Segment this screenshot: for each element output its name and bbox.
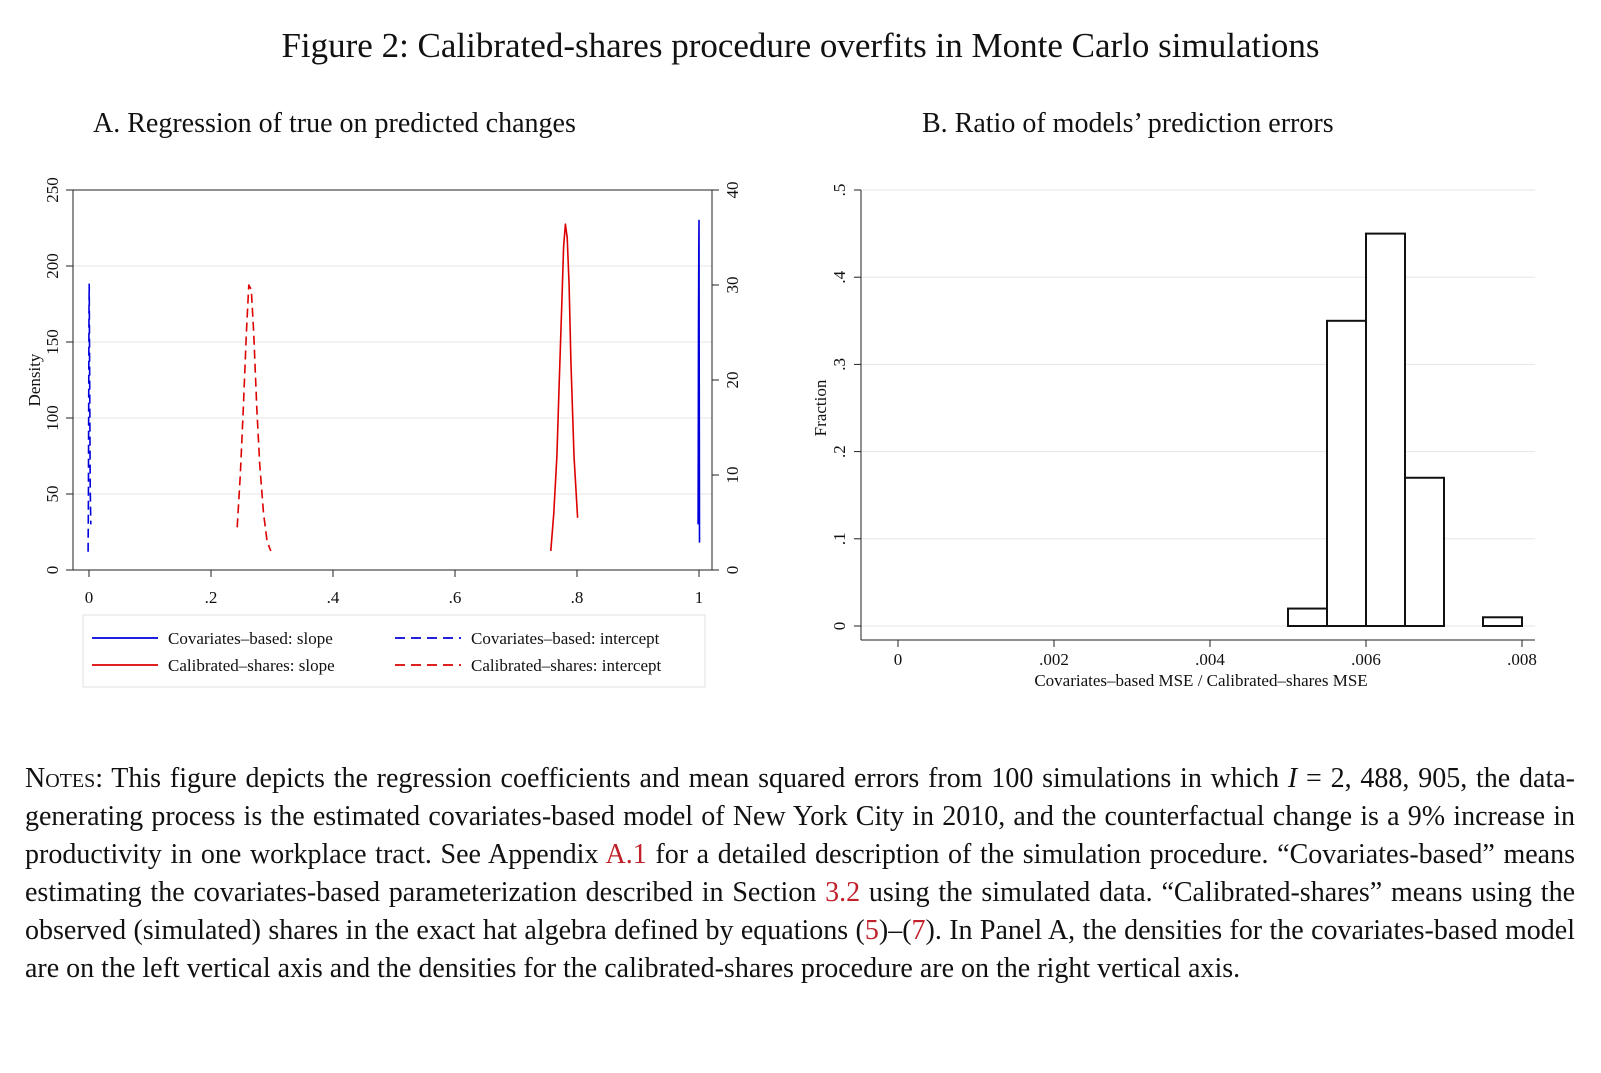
y2-tick-label: 40 [723, 182, 742, 199]
x-tick-label: .6 [449, 588, 462, 607]
y-tick-label: .3 [830, 358, 849, 371]
y-tick-label: 50 [43, 486, 62, 503]
x-tick-label: .2 [205, 588, 218, 607]
y-tick-label: 250 [43, 177, 62, 203]
y-tick-label: 0 [830, 622, 849, 631]
y-axis-label: Density [25, 353, 44, 406]
series-line-0 [697, 219, 701, 543]
panel-a-chart: 0 50 100 150 200 250 0 10 20 30 40 Density 0 .2 .4 .6 .8… [25, 177, 742, 688]
x-tick-label: 0 [85, 588, 94, 607]
legend-label-1: Covariates–based: intercept [471, 629, 660, 648]
equation-7-link[interactable]: 7 [911, 915, 926, 946]
x-tick-label: 1 [695, 588, 704, 607]
series-line-2 [550, 223, 579, 552]
y-tick-label: 0 [43, 566, 62, 575]
y-tick-label: 150 [43, 329, 62, 355]
notes-label: Notes: [25, 763, 103, 794]
legend-box [82, 614, 706, 688]
x-tick-label: .8 [571, 588, 584, 607]
plot-frame [72, 189, 713, 571]
y-tick-label: .2 [830, 445, 849, 458]
legend-label-3: Calibrated–shares: intercept [471, 656, 662, 675]
histogram-bar-0 [1287, 607, 1328, 627]
equation-5-link[interactable]: 5 [864, 915, 879, 946]
x-tick-label: .008 [1507, 650, 1537, 669]
histogram-bar-4 [1482, 616, 1523, 627]
figure-title: Figure 2: Calibrated-shares procedure ov… [281, 26, 1320, 65]
section-link[interactable]: 3.2 [825, 877, 861, 908]
legend-label-0: Covariates–based: slope [168, 629, 333, 648]
y2-tick-label: 30 [723, 277, 742, 294]
histogram-bar-2 [1365, 232, 1406, 627]
y-tick-label: .4 [830, 270, 849, 283]
x-axis-label: Covariates–based MSE / Calibrated–shares… [1034, 671, 1367, 690]
panel-a-title: A. Regression of true on predicted chang… [93, 108, 576, 139]
notes-text-6: ). In Panel A, the densities for the cov… [25, 915, 1575, 984]
y-tick-label: 200 [43, 253, 62, 279]
x-tick-label: .4 [327, 588, 340, 607]
panel-b-chart: 0 .1 .2 .3 .4 .5 Fraction 0 .002 .004 .006 .008 Cova… [811, 184, 1537, 690]
y-tick-label: .1 [830, 532, 849, 545]
notes-var-i: I [1287, 763, 1298, 794]
notes-text-4: using the simulated data. “Calibrated-sh… [25, 877, 1575, 946]
notes-text-2: = 2, 488, 905, the data-generating proce… [25, 763, 1575, 870]
y2-tick-label: 0 [723, 566, 742, 575]
notes-text-1: This figure depicts the regression coeff… [103, 763, 1288, 794]
figure-notes: Notes: This figure depicts the regressio… [25, 760, 1575, 988]
y-axis-label: Fraction [811, 379, 830, 436]
y-tick-label: 100 [43, 405, 62, 431]
y2-tick-label: 20 [723, 372, 742, 389]
legend-label-2: Calibrated–shares: slope [168, 656, 335, 675]
x-tick-label: .006 [1351, 650, 1381, 669]
histogram-bar-1 [1326, 319, 1367, 628]
notes-text-5: )–( [878, 915, 912, 946]
y2-tick-label: 10 [723, 467, 742, 484]
x-tick-label: .004 [1195, 650, 1225, 669]
notes-text-3: for a detailed description of the simula… [25, 839, 1575, 908]
appendix-link[interactable]: A.1 [605, 839, 647, 870]
series-line-1 [87, 283, 92, 552]
series-line-3 [236, 284, 272, 552]
x-tick-label: 0 [894, 650, 903, 669]
panel-b-title: B. Ratio of models’ prediction errors [922, 108, 1334, 139]
y-tick-label: .5 [830, 184, 849, 197]
histogram-bar-3 [1404, 476, 1445, 628]
x-tick-label: .002 [1039, 650, 1069, 669]
